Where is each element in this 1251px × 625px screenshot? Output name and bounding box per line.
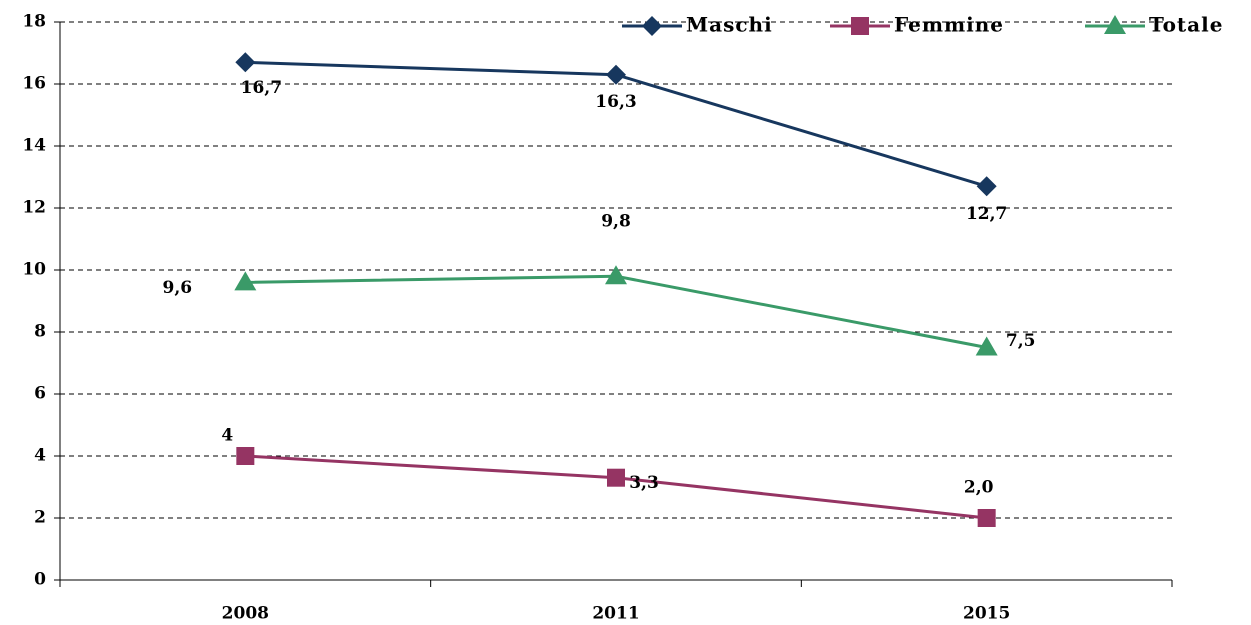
y-tick-label: 0: [34, 570, 46, 590]
legend-marker: [642, 16, 662, 36]
data-point: [605, 265, 627, 285]
data-label: 9,6: [163, 278, 193, 298]
data-point: [235, 52, 256, 73]
data-point: [977, 509, 996, 527]
y-tick-label: 4: [34, 446, 46, 466]
legend-label: Femmine: [894, 13, 1004, 37]
series-line: [245, 454, 987, 520]
x-tick-label: 2015: [963, 604, 1010, 624]
data-label: 12,7: [966, 204, 1007, 224]
data-label: 16,7: [241, 78, 282, 98]
data-label: 3,3: [629, 473, 659, 493]
y-tick-label: 14: [22, 136, 46, 156]
y-tick-label: 18: [22, 12, 46, 32]
y-tick-label: 6: [34, 384, 46, 404]
legend-label: Totale: [1149, 13, 1223, 37]
y-tick-label: 2: [34, 508, 46, 528]
series-line: [245, 274, 987, 349]
data-label: 7,5: [1006, 331, 1036, 351]
x-tick-label: 2011: [592, 604, 639, 624]
data-point: [234, 271, 257, 291]
y-tick-label: 10: [22, 260, 46, 280]
y-tick-label: 12: [22, 198, 46, 218]
y-tick-label: 16: [22, 74, 46, 94]
data-point: [236, 447, 255, 465]
y-tick-label: 8: [34, 322, 46, 342]
data-label: 9,8: [601, 212, 631, 232]
data-point: [975, 336, 998, 356]
legend-marker: [851, 17, 869, 35]
legend-label: Maschi: [686, 13, 773, 37]
legend-marker: [1104, 15, 1126, 34]
data-point: [607, 468, 625, 487]
data-point: [976, 176, 997, 197]
data-label: 16,3: [595, 92, 636, 112]
legend: Maschi Femmine Totale: [622, 13, 1223, 37]
data-label: 2,0: [964, 478, 994, 498]
data-label: 4: [221, 426, 233, 446]
x-tick-label: 2008: [222, 604, 269, 624]
data-point: [606, 64, 626, 85]
